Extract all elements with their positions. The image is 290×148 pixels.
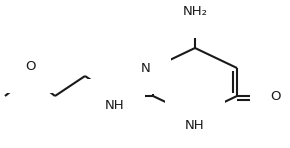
Text: O: O [270, 90, 280, 103]
Text: NH₂: NH₂ [182, 5, 208, 18]
Text: NH: NH [185, 119, 205, 132]
Text: N: N [141, 62, 151, 74]
Text: NH: NH [105, 99, 125, 112]
Text: O: O [25, 60, 35, 73]
